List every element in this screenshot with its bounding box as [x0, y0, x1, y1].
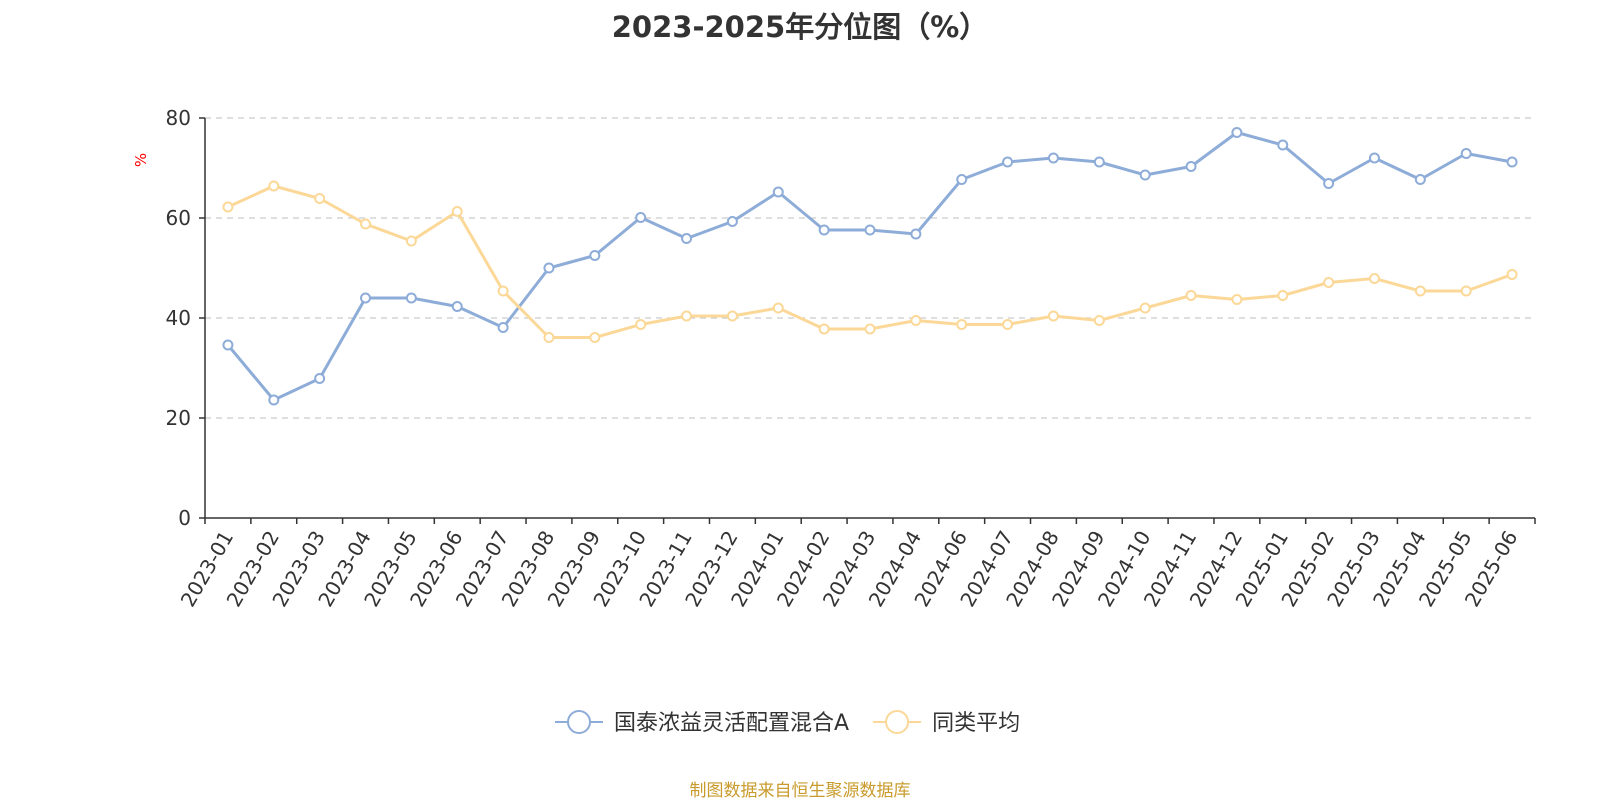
data-point[interactable] — [956, 174, 968, 185]
data-point[interactable] — [635, 212, 647, 223]
data-point[interactable] — [772, 186, 784, 198]
legend-marker — [885, 710, 910, 734]
y-tick-label: 60 — [166, 206, 191, 230]
data-point[interactable] — [1368, 152, 1380, 164]
data-point[interactable] — [1414, 174, 1426, 185]
data-point[interactable] — [589, 332, 601, 343]
data-point[interactable] — [726, 216, 738, 227]
data-point[interactable] — [222, 339, 234, 351]
data-point[interactable] — [497, 285, 509, 297]
data-point[interactable] — [497, 322, 509, 333]
data-point[interactable] — [268, 394, 280, 406]
data-point[interactable] — [1277, 290, 1289, 301]
data-point[interactable] — [772, 302, 784, 314]
data-point[interactable] — [1139, 169, 1151, 181]
data-point[interactable] — [1185, 161, 1197, 172]
data-point[interactable] — [956, 319, 968, 330]
series-group — [222, 127, 1518, 406]
y-tick-label: 80 — [166, 106, 191, 130]
data-point[interactable] — [1185, 290, 1197, 301]
series-line — [227, 184, 1513, 339]
y-tick-label: 40 — [166, 306, 191, 330]
data-point[interactable] — [635, 319, 647, 330]
data-point[interactable] — [1002, 319, 1014, 330]
data-point[interactable] — [1231, 294, 1243, 305]
data-point[interactable] — [360, 292, 372, 304]
legend-marker — [567, 710, 591, 734]
series-1 — [222, 127, 1518, 406]
data-point[interactable] — [543, 332, 555, 343]
data-point[interactable] — [451, 301, 463, 312]
data-point[interactable] — [864, 323, 876, 335]
data-point[interactable] — [864, 224, 876, 236]
data-point[interactable] — [405, 292, 417, 304]
data-point[interactable] — [1277, 139, 1289, 151]
data-point[interactable] — [405, 235, 417, 247]
data-point[interactable] — [818, 323, 830, 335]
data-point[interactable] — [360, 218, 372, 230]
data-point[interactable] — [1460, 285, 1472, 297]
source-note: 制图数据来自恒生聚源数据库 — [689, 781, 911, 801]
data-point[interactable] — [1323, 178, 1335, 189]
data-point[interactable] — [1414, 285, 1426, 297]
data-point[interactable] — [910, 315, 922, 326]
data-point[interactable] — [681, 233, 693, 244]
series-line — [226, 131, 1513, 402]
data-point[interactable] — [1139, 302, 1151, 314]
data-point[interactable] — [1460, 148, 1472, 159]
data-point[interactable] — [222, 201, 234, 213]
y-axis-label: % — [132, 153, 150, 167]
data-point[interactable] — [1093, 156, 1105, 168]
data-point[interactable] — [1368, 273, 1380, 284]
gridlines — [205, 117, 1535, 419]
legend-item-2[interactable]: 同类平均 — [873, 710, 1020, 736]
data-point[interactable] — [818, 224, 830, 236]
data-point[interactable] — [910, 228, 922, 240]
y-tick-label: 0 — [178, 506, 191, 530]
chart-title: 2023-2025年分位图（%） — [611, 10, 989, 44]
legend-label: 国泰浓益灵活配置混合A — [614, 711, 849, 736]
legend-label: 同类平均 — [932, 711, 1020, 736]
legend[interactable]: 国泰浓益灵活配置混合A 同类平均 — [555, 710, 1020, 736]
data-point[interactable] — [1231, 127, 1243, 138]
data-point[interactable] — [1093, 315, 1105, 326]
data-point[interactable] — [1002, 156, 1014, 168]
data-point[interactable] — [1047, 152, 1059, 164]
data-point[interactable] — [1506, 156, 1518, 168]
data-point[interactable] — [314, 193, 326, 204]
series-2 — [222, 180, 1518, 343]
data-point[interactable] — [268, 180, 280, 192]
data-point[interactable] — [451, 206, 463, 217]
data-point[interactable] — [1323, 277, 1335, 288]
data-point[interactable] — [1506, 269, 1518, 280]
data-point[interactable] — [543, 262, 555, 274]
data-point[interactable] — [681, 310, 693, 322]
data-point[interactable] — [1047, 310, 1059, 322]
data-point[interactable] — [589, 250, 601, 261]
data-point[interactable] — [726, 310, 738, 322]
legend-item-1[interactable]: 国泰浓益灵活配置混合A — [555, 710, 849, 736]
data-point[interactable] — [314, 373, 326, 384]
y-tick-label: 20 — [166, 406, 191, 430]
